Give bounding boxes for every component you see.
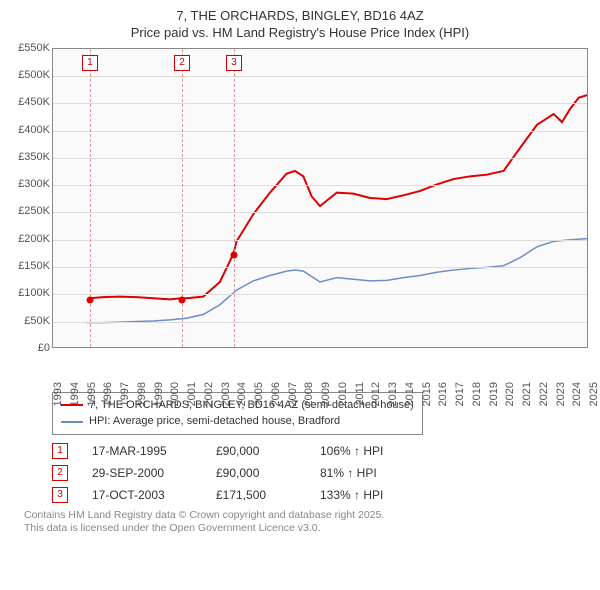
gridline-h (53, 103, 587, 104)
title-line-2: Price paid vs. HM Land Registry's House … (12, 25, 588, 42)
x-tick-label: 2017 (454, 382, 466, 406)
x-tick-label: 2003 (220, 382, 232, 406)
x-tick-label: 2000 (169, 382, 181, 406)
sales-row: 3 17-OCT-2003 £171,500 133% ↑ HPI (52, 487, 588, 503)
y-tick-label: £450K (18, 96, 50, 108)
title-line-1: 7, THE ORCHARDS, BINGLEY, BD16 4AZ (12, 8, 588, 25)
attribution: Contains HM Land Registry data © Crown c… (24, 509, 588, 536)
sales-date: 17-OCT-2003 (92, 488, 192, 502)
sales-row: 1 17-MAR-1995 £90,000 106% ↑ HPI (52, 443, 588, 459)
gridline-h (53, 267, 587, 268)
x-tick-label: 1993 (52, 382, 64, 406)
gridline-h (53, 131, 587, 132)
sales-marker: 2 (52, 465, 68, 481)
sales-marker: 1 (52, 443, 68, 459)
y-tick-label: £200K (18, 233, 50, 245)
x-axis: 1993199419951996199719981999200020012002… (52, 350, 588, 388)
x-tick-label: 2005 (253, 382, 265, 406)
sales-price: £171,500 (216, 488, 296, 502)
sales-price: £90,000 (216, 444, 296, 458)
x-tick-label: 2006 (270, 382, 282, 406)
gridline-h (53, 322, 587, 323)
x-tick-label: 2012 (370, 382, 382, 406)
x-tick-label: 2016 (437, 382, 449, 406)
attribution-line-1: Contains HM Land Registry data © Crown c… (24, 509, 588, 523)
x-tick-label: 2023 (555, 382, 567, 406)
x-tick-label: 2014 (404, 382, 416, 406)
x-tick-label: 1998 (136, 382, 148, 406)
legend-label: HPI: Average price, semi-detached house,… (89, 413, 340, 430)
x-tick-label: 2007 (287, 382, 299, 406)
sale-marker-box: 1 (82, 55, 98, 71)
y-tick-label: £300K (18, 178, 50, 190)
y-tick-label: £550K (18, 42, 50, 54)
gridline-h (53, 240, 587, 241)
x-tick-label: 2015 (421, 382, 433, 406)
sales-hpi: 81% ↑ HPI (320, 466, 420, 480)
y-tick-label: £100K (18, 287, 50, 299)
y-tick-label: £0 (38, 342, 50, 354)
sales-price: £90,000 (216, 466, 296, 480)
plot-area: 1 2 3 (52, 48, 588, 348)
y-tick-label: £150K (18, 260, 50, 272)
y-tick-label: £500K (18, 69, 50, 81)
legend-item: HPI: Average price, semi-detached house,… (61, 413, 414, 430)
chart-area: £0 £50K £100K £150K £200K £250K £300K £350K £400… (12, 48, 588, 388)
x-tick-label: 1999 (153, 382, 165, 406)
chart-container: 7, THE ORCHARDS, BINGLEY, BD16 4AZ Price… (0, 0, 600, 544)
y-tick-label: £250K (18, 205, 50, 217)
x-tick-label: 2010 (337, 382, 349, 406)
series-price_paid (90, 95, 587, 299)
x-tick-label: 2004 (236, 382, 248, 406)
sale-marker-box: 3 (226, 55, 242, 71)
sales-date: 17-MAR-1995 (92, 444, 192, 458)
x-tick-label: 2002 (203, 382, 215, 406)
x-tick-label: 1995 (86, 382, 98, 406)
x-tick-label: 2020 (504, 382, 516, 406)
legend-swatch (61, 421, 83, 423)
x-tick-label: 2025 (588, 382, 600, 406)
gridline-h (53, 76, 587, 77)
series-hpi (86, 238, 587, 322)
attribution-line-2: This data is licensed under the Open Gov… (24, 522, 588, 536)
x-tick-label: 1997 (119, 382, 131, 406)
sale-vline (234, 49, 235, 347)
line-layer (53, 49, 587, 347)
y-tick-label: £350K (18, 151, 50, 163)
y-tick-label: £400K (18, 124, 50, 136)
sale-dot (178, 296, 185, 303)
x-tick-label: 2009 (320, 382, 332, 406)
x-tick-label: 2011 (354, 382, 366, 406)
gridline-h (53, 158, 587, 159)
gridline-h (53, 294, 587, 295)
gridline-h (53, 185, 587, 186)
sales-marker: 3 (52, 487, 68, 503)
y-axis: £0£50K£100K£150K£200K£250K£300K£350K£400… (12, 48, 52, 348)
x-tick-label: 2018 (471, 382, 483, 406)
x-tick-label: 1994 (69, 382, 81, 406)
x-tick-label: 1996 (102, 382, 114, 406)
y-tick-label: £50K (24, 315, 50, 327)
sales-table: 1 17-MAR-1995 £90,000 106% ↑ HPI 2 29-SEP-200… (52, 443, 588, 503)
x-tick-label: 2008 (303, 382, 315, 406)
sale-dot (230, 252, 237, 259)
sales-row: 2 29-SEP-2000 £90,000 81% ↑ HPI (52, 465, 588, 481)
sale-dot (86, 296, 93, 303)
x-tick-label: 2019 (488, 382, 500, 406)
x-tick-label: 2022 (538, 382, 550, 406)
sale-marker-box: 2 (174, 55, 190, 71)
gridline-h (53, 212, 587, 213)
sales-date: 29-SEP-2000 (92, 466, 192, 480)
sales-hpi: 106% ↑ HPI (320, 444, 420, 458)
x-tick-label: 2013 (387, 382, 399, 406)
x-tick-label: 2021 (521, 382, 533, 406)
x-tick-label: 2001 (186, 382, 198, 406)
chart-title: 7, THE ORCHARDS, BINGLEY, BD16 4AZ Price… (12, 8, 588, 42)
x-tick-label: 2024 (571, 382, 583, 406)
sales-hpi: 133% ↑ HPI (320, 488, 420, 502)
